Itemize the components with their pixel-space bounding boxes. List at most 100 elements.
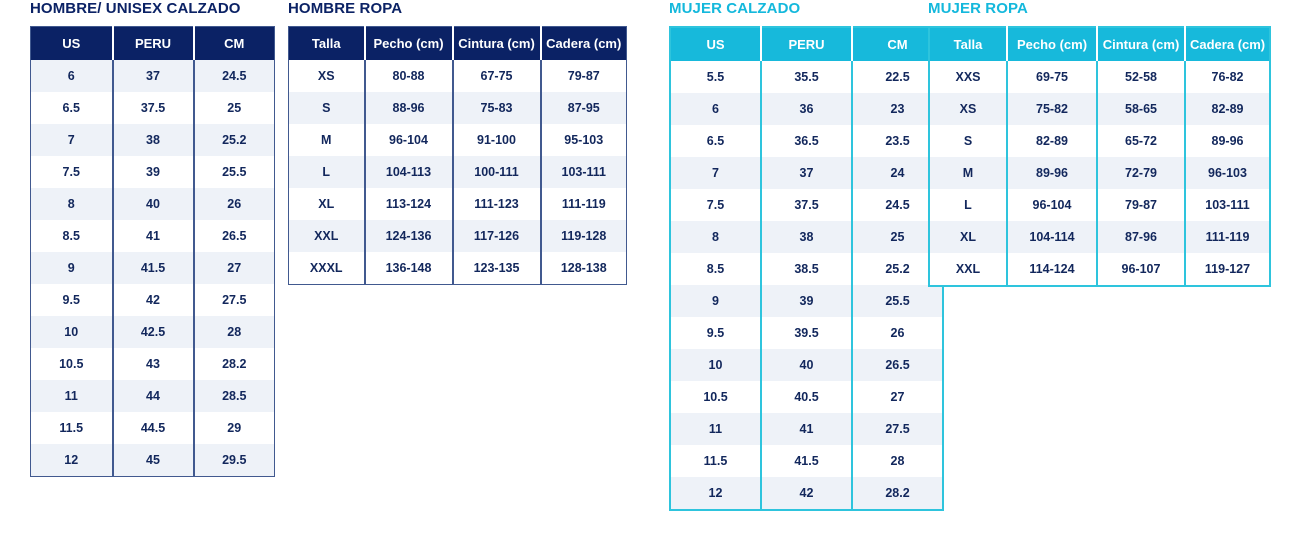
table-row: 10 42.5 28	[30, 316, 275, 348]
table-cell: 8	[670, 221, 762, 253]
table-cell: 6.5	[30, 92, 114, 124]
table-cell: 28.2	[852, 477, 943, 510]
table-body: 5.5 35.5 22.5 6 36 23 6.5 36.5 23.5 7 37 24 7.5 37.5 2…	[670, 61, 943, 510]
table-row: 11 41 27.5	[670, 413, 943, 445]
table-row: 11.5 44.5 29	[30, 412, 275, 444]
table-cell: 136-148	[364, 252, 454, 285]
table-cell: 67-75	[452, 60, 542, 92]
table-cell: 36.5	[761, 125, 853, 157]
column-header: Talla	[929, 27, 1008, 61]
table-row: 10 40 26.5	[670, 349, 943, 381]
table-cell: 25	[193, 92, 275, 124]
table-cell: 76-82	[1185, 61, 1270, 93]
table-cell: 36	[761, 93, 853, 125]
panel-title-mujer-calzado: MUJER CALZADO	[669, 0, 801, 17]
table-hombre-unisex-calzado: US PERU CM 6 37 24.5 6.5 37.5 25 7 38 25.2 7.5 39 25.…	[30, 26, 275, 477]
table-cell: 117-126	[452, 220, 542, 252]
table-cell: 119-127	[1185, 253, 1270, 286]
panel-title-hombre-ropa: HOMBRE ROPA	[288, 0, 403, 17]
table-cell: 43	[112, 348, 195, 380]
table-cell: 44.5	[112, 412, 195, 444]
table-row: XXXL 136-148 123-135 128-138	[288, 252, 627, 285]
table-cell: 25.5	[852, 285, 943, 317]
table-cell: 11	[30, 380, 114, 412]
table-cell: 119-128	[540, 220, 627, 252]
table-cell: 39	[112, 156, 195, 188]
table-cell: 96-104	[1007, 189, 1098, 221]
table-cell: 26.5	[193, 220, 275, 252]
table-cell: M	[288, 124, 366, 156]
table-row: 8.5 38.5 25.2	[670, 253, 943, 285]
table-cell: 111-119	[1185, 221, 1270, 253]
table-row: M 96-104 91-100 95-103	[288, 124, 627, 156]
table-cell: 9.5	[670, 317, 762, 349]
table-cell: 69-75	[1007, 61, 1098, 93]
table-row: 10.5 43 28.2	[30, 348, 275, 380]
table-cell: 7	[670, 157, 762, 189]
table-cell: 44	[112, 380, 195, 412]
table-cell: 52-58	[1097, 61, 1186, 93]
table-row: XL 113-124 111-123 111-119	[288, 188, 627, 220]
table-cell: 82-89	[1007, 125, 1098, 157]
table-cell: 9	[30, 252, 114, 284]
table-cell: 79-87	[1097, 189, 1186, 221]
table-cell: XL	[929, 221, 1008, 253]
table-cell: 37	[112, 60, 195, 92]
table-cell: 28.2	[193, 348, 275, 380]
header-row: US PERU CM	[670, 27, 943, 61]
table-cell: 65-72	[1097, 125, 1186, 157]
table-cell: 26	[193, 188, 275, 220]
table-cell: 41	[112, 220, 195, 252]
table-row: 9.5 39.5 26	[670, 317, 943, 349]
table-cell: 11.5	[670, 445, 762, 477]
table-cell: 40	[761, 349, 853, 381]
table-row: 11 44 28.5	[30, 380, 275, 412]
table-cell: 24	[852, 157, 943, 189]
table-row: 6 37 24.5	[30, 60, 275, 92]
table-cell: 27	[193, 252, 275, 284]
table-cell: 123-135	[452, 252, 542, 285]
table-body: XXS 69-75 52-58 76-82 XS 75-82 58-65 82-89 S 82-8…	[929, 61, 1270, 286]
table-row: L 96-104 79-87 103-111	[929, 189, 1270, 221]
table-cell: 9.5	[30, 284, 114, 316]
table-body: XS 80-88 67-75 79-87 S 88-96 75-83 87-95 M 96-104…	[288, 60, 627, 285]
table-row: L 104-113 100-111 103-111	[288, 156, 627, 188]
table-row: 12 45 29.5	[30, 444, 275, 477]
table-row: 7.5 37.5 24.5	[670, 189, 943, 221]
panel-hombre-unisex-calzado: HOMBRE/ UNISEX CALZADO US PERU CM 6 37 24.5 6…	[30, 0, 275, 477]
table-cell: 11	[670, 413, 762, 445]
table-cell: 79-87	[540, 60, 627, 92]
table-header: US PERU CM	[30, 26, 275, 60]
table-cell: 10	[670, 349, 762, 381]
table-cell: 38	[112, 124, 195, 156]
table-cell: XXXL	[288, 252, 366, 285]
table-cell: 96-107	[1097, 253, 1186, 286]
table-row: 8 40 26	[30, 188, 275, 220]
column-header: US	[670, 27, 762, 61]
table-cell: 23	[852, 93, 943, 125]
table-row: S 88-96 75-83 87-95	[288, 92, 627, 124]
column-header: Cintura (cm)	[1097, 27, 1186, 61]
table-cell: XS	[288, 60, 366, 92]
table-cell: 9	[670, 285, 762, 317]
table-row: 6 36 23	[670, 93, 943, 125]
table-row: 9 39 25.5	[670, 285, 943, 317]
table-cell: 87-95	[540, 92, 627, 124]
table-cell: 96-103	[1185, 157, 1270, 189]
table-row: 7.5 39 25.5	[30, 156, 275, 188]
column-header: PERU	[112, 26, 195, 60]
table-cell: 39.5	[761, 317, 853, 349]
column-header: Cadera (cm)	[540, 26, 627, 60]
header-row: US PERU CM	[30, 26, 275, 60]
table-cell: 24.5	[852, 189, 943, 221]
table-cell: 89-96	[1185, 125, 1270, 157]
table-row: S 82-89 65-72 89-96	[929, 125, 1270, 157]
table-cell: 40.5	[761, 381, 853, 413]
table-cell: 39	[761, 285, 853, 317]
table-cell: 7.5	[30, 156, 114, 188]
table-cell: 40	[112, 188, 195, 220]
table-row: 8 38 25	[670, 221, 943, 253]
table-row: M 89-96 72-79 96-103	[929, 157, 1270, 189]
column-header: Cintura (cm)	[452, 26, 542, 60]
